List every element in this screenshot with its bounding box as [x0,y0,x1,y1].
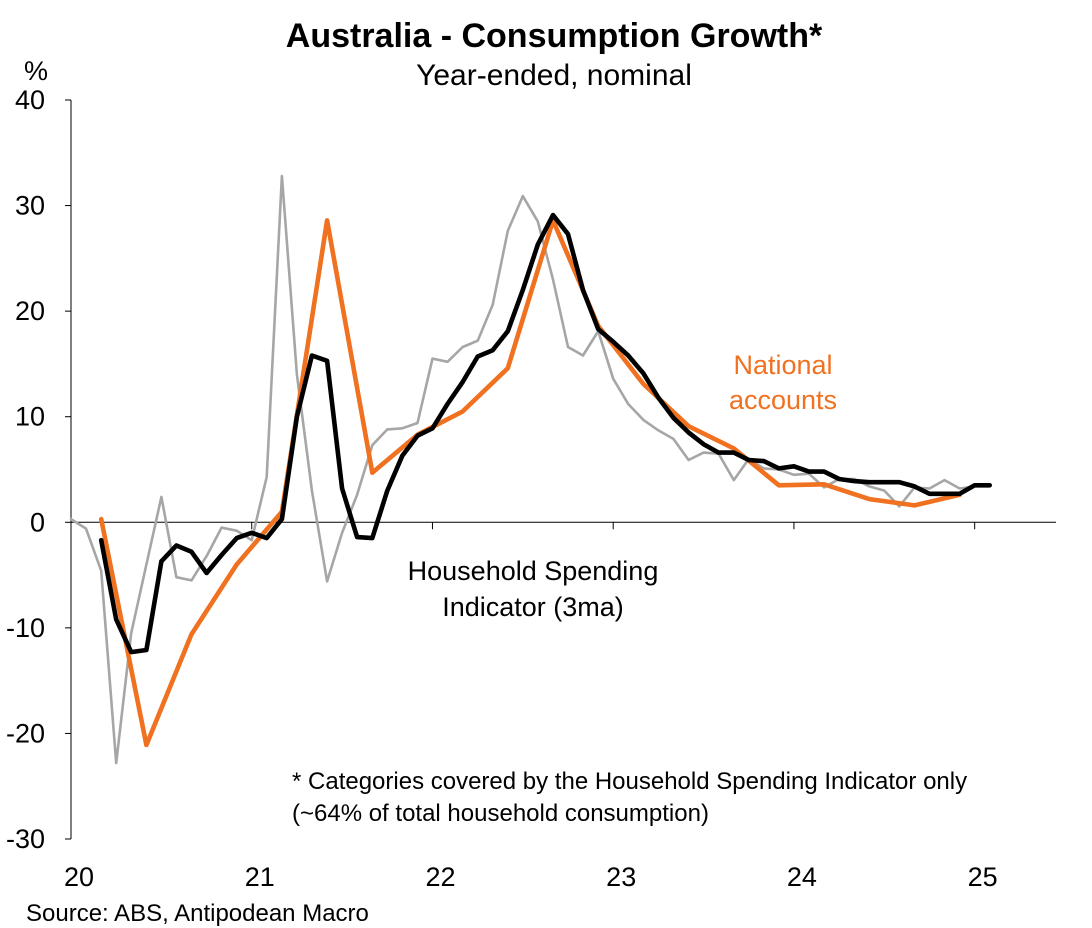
hsi-annotation-line1: Household Spending [408,556,659,586]
y-tick-label: 10 [15,402,45,432]
na-annotation-line2: accounts [729,385,837,415]
chart-title: Australia - Consumption Growth* [286,17,823,55]
x-tick-label: 21 [245,862,275,892]
y-tick-label: 40 [15,85,45,115]
series-line-hsi-monthly [69,174,977,765]
x-tick-label: 23 [606,862,636,892]
y-tick-label: -20 [6,718,45,748]
axes: 40 30 20 10 0 -10 -20 -30 20 21 22 23 24 25 [6,85,1056,892]
y-axis-unit-label: % [24,56,48,86]
y-tick-label: -10 [6,613,45,643]
x-tick-label: 22 [425,862,455,892]
footnote-line2: (~64% of total household consumption) [292,800,709,827]
x-tick-label: 20 [64,862,94,892]
source-note: Source: ABS, Antipodean Macro [26,900,369,927]
x-tick-label: 25 [968,862,998,892]
footnote-line1: * Categories covered by the Household Sp… [292,768,967,795]
y-tick-label: 0 [30,507,45,537]
y-tick-label: -30 [6,824,45,854]
chart-subtitle: Year-ended, nominal [416,59,692,92]
na-annotation-line1: National [733,350,832,380]
series-line-hsi-3ma [98,212,993,655]
series-layer [69,174,993,765]
x-tick-label: 24 [787,862,817,892]
series-line-national-accounts [98,218,963,748]
y-tick-label: 30 [15,191,45,221]
hsi-annotation-line2: Indicator (3ma) [442,592,624,622]
y-tick-label: 20 [15,296,45,326]
